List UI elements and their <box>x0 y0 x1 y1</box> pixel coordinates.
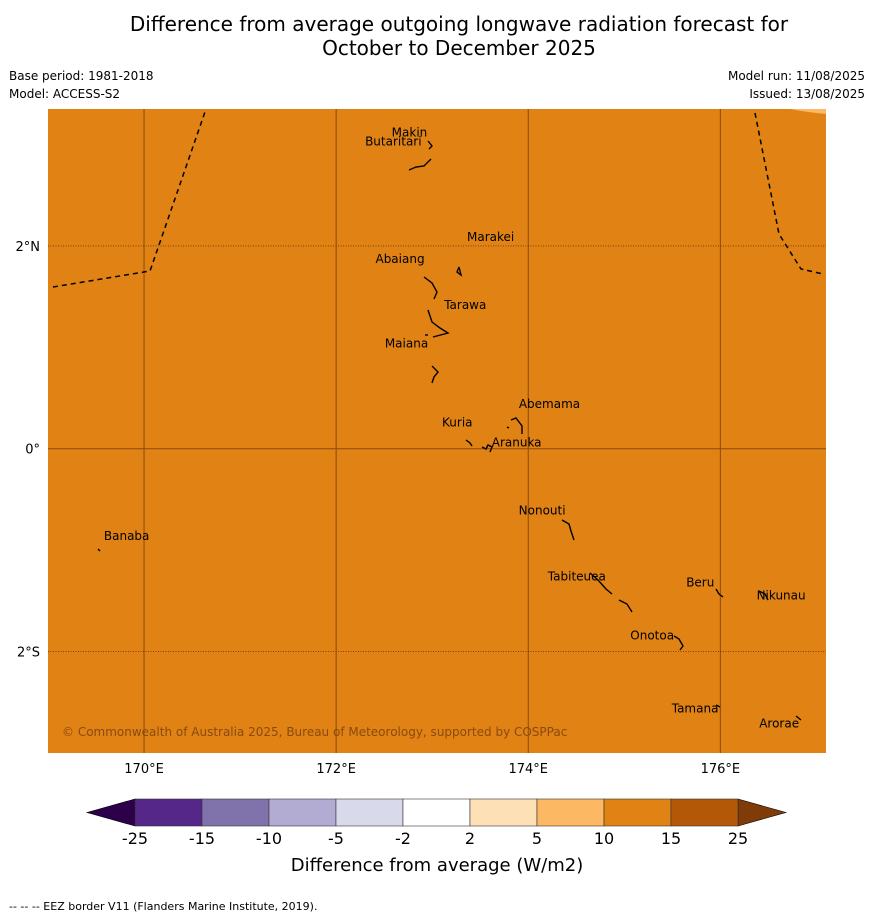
butaritari-outline <box>408 158 432 171</box>
eez-footnote: -- -- -- EEZ border V11 (Flanders Marine… <box>9 900 318 913</box>
colorbar-segment <box>335 798 404 827</box>
tarawa-outline <box>427 309 450 338</box>
longitude-labels: 170°E 172°E 174°E 176°E <box>124 762 740 777</box>
beru-outline <box>715 588 724 598</box>
onotoa-outline <box>673 635 684 651</box>
latitude-labels: 2°N 0° 2°S <box>16 240 41 661</box>
colorbar-segment <box>268 798 337 827</box>
place-label: Tarawa <box>443 298 486 312</box>
nikunau-outline <box>758 590 769 601</box>
place-label: Arorae <box>759 717 799 731</box>
tabiteuea-north-outline <box>589 572 613 595</box>
arorae-outline <box>795 715 802 721</box>
tabiteuea-south-outline <box>618 599 633 613</box>
kuria-outline <box>465 439 473 447</box>
place-label: Kuria <box>442 415 473 429</box>
place-label: Banaba <box>104 529 150 543</box>
makin-outline <box>427 140 433 150</box>
colorbar-tick-label: 25 <box>728 829 748 848</box>
island-outlines <box>97 140 802 721</box>
latitude-tick-label: 0° <box>25 443 40 458</box>
colorbar-tick-label: 2 <box>465 829 475 848</box>
aranuka-outline <box>481 444 493 453</box>
model-text: Model: ACCESS-S2 <box>9 87 121 101</box>
colorbar-extend-low <box>85 798 136 827</box>
place-label: Nikunau <box>757 589 806 603</box>
latitude-tick-label: 2°N <box>16 240 41 255</box>
anomaly-field <box>48 109 826 753</box>
colorbar-tick-label: 15 <box>661 829 681 848</box>
colorbar-tick-label: 5 <box>532 829 542 848</box>
nonouti-outline <box>561 519 575 541</box>
colorbar-tick-label: -2 <box>395 829 411 848</box>
map-title: Difference from average outgoing longwav… <box>0 12 873 60</box>
colorbar-segment <box>670 798 739 827</box>
colorbar-extend-high <box>737 798 788 827</box>
colorbar-segment <box>201 798 270 827</box>
colorbar-tick-label: -25 <box>122 829 148 848</box>
copyright-text: © Commonwealth of Australia 2025, Bureau… <box>62 725 567 739</box>
colorbar-tick-label: -5 <box>328 829 344 848</box>
place-label: Aranuka <box>492 436 542 450</box>
colorbar: -25 -15 -10 -5 -2 2 5 10 15 25 <box>85 798 788 848</box>
abemama-islet-outline <box>506 426 510 429</box>
place-label: Beru <box>686 576 714 590</box>
abaiang-outline <box>423 276 438 300</box>
place-label: Abaiang <box>375 252 424 266</box>
maiana-outline <box>431 365 439 384</box>
eez-borders <box>52 109 824 288</box>
place-label: Maiana <box>385 336 428 350</box>
colorbar-segment <box>402 798 471 827</box>
abemama-outline <box>510 417 523 434</box>
place-label: Nonouti <box>519 504 566 518</box>
banaba-outline <box>97 548 101 552</box>
colorbar-segment <box>134 798 203 827</box>
place-label: Tabiteuea <box>547 570 606 584</box>
colorbar-segment <box>603 798 672 827</box>
model-run-text: Model run: 11/08/2025 <box>727 69 865 83</box>
latitude-tick-label: 2°S <box>17 646 40 661</box>
place-label: Onotoa <box>630 628 674 642</box>
place-label: Makin <box>392 125 428 139</box>
issued-text: Issued: 13/08/2025 <box>749 87 865 101</box>
longitude-tick-label: 174°E <box>508 762 548 777</box>
colorbar-segment <box>469 798 538 827</box>
place-label: Tamana <box>671 701 719 715</box>
longitude-tick-label: 176°E <box>701 762 741 777</box>
meta-right: Model run: 11/08/2025 Issued: 13/08/2025 <box>728 67 865 103</box>
longitude-tick-label: 170°E <box>124 762 164 777</box>
base-period-text: Base period: 1981-2018 <box>9 69 154 83</box>
title-line-1: Difference from average outgoing longwav… <box>129 12 789 36</box>
anomaly-patch <box>790 109 826 114</box>
meta-left: Base period: 1981-2018 Model: ACCESS-S2 <box>9 67 154 103</box>
place-label: Abemama <box>519 397 580 411</box>
place-label: Marakei <box>467 230 514 244</box>
graticule <box>48 109 826 753</box>
place-label: Butaritari <box>365 134 422 148</box>
colorbar-segment <box>536 798 605 827</box>
tamana-outline <box>715 704 721 708</box>
colorbar-tick-label: 10 <box>594 829 614 848</box>
colorbar-tick-label: -10 <box>256 829 282 848</box>
marakei-outline <box>456 266 463 277</box>
colorbar-title: Difference from average (W/m2) <box>291 855 583 876</box>
title-line-2: October to December 2025 <box>322 36 596 60</box>
colorbar-tick-label: -15 <box>189 829 215 848</box>
longitude-tick-label: 172°E <box>316 762 356 777</box>
eez-border-east <box>754 112 824 275</box>
